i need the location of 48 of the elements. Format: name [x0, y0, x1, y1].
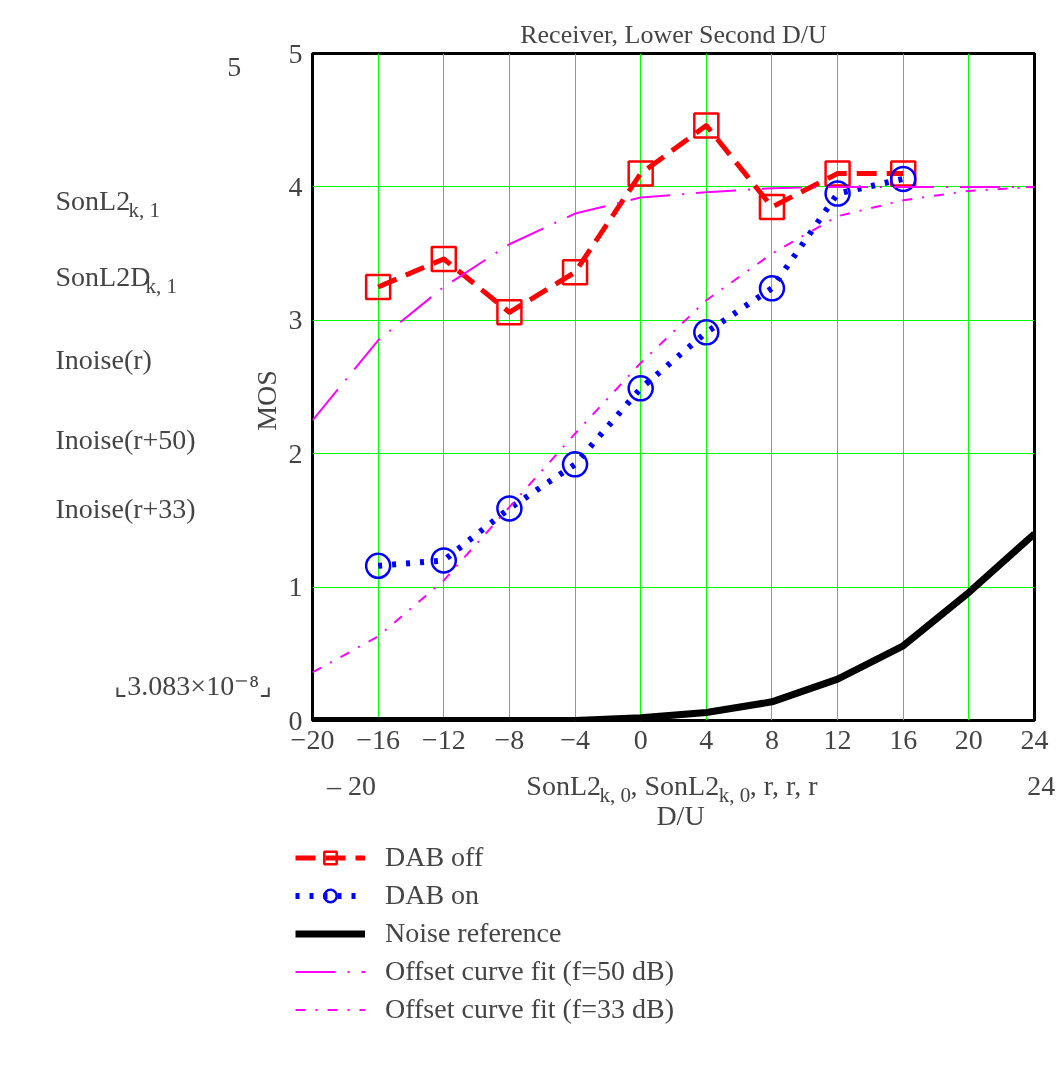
point	[364, 273, 392, 301]
x-tick-label: −12	[421, 723, 466, 755]
legend-label: DAB off	[385, 841, 484, 873]
point	[693, 319, 720, 346]
point	[758, 193, 786, 221]
x-tick-label: −4	[560, 723, 590, 755]
legend-label: DAB on	[385, 879, 480, 911]
point	[364, 552, 392, 579]
point	[824, 160, 851, 187]
text: Inoise(r+33)	[55, 493, 196, 524]
x-tick-label: 16	[889, 723, 918, 755]
legend-label: Offset curve fit (f=33 dB)	[385, 993, 674, 1025]
point	[889, 165, 917, 193]
text: 24	[1027, 769, 1056, 801]
legend-label: Offset curve fit (f=50 dB)	[385, 955, 674, 987]
y-axis-title: MOS	[251, 370, 282, 431]
x-tick-label: 24	[1020, 723, 1049, 755]
x-tick-label: 4	[699, 723, 714, 755]
text: – 20	[325, 770, 376, 801]
y-tick-label: 2	[288, 437, 303, 469]
point	[627, 160, 654, 187]
point	[561, 259, 589, 286]
x-tick-label: −8	[494, 723, 525, 755]
chart-title: Receiver, Lower Second D/U	[520, 19, 827, 49]
point	[430, 245, 458, 273]
point	[824, 180, 851, 207]
y-tick-label: 3	[288, 304, 303, 336]
y-tick-label: 1	[288, 571, 303, 603]
point	[627, 375, 654, 402]
point	[430, 547, 458, 574]
point	[758, 275, 786, 302]
text: ⌞3.083×10⁻⁸⌟	[114, 670, 272, 701]
point	[693, 112, 720, 139]
text: Inoise(r+50)	[55, 424, 196, 455]
y-tick-label: 5	[288, 37, 303, 69]
point	[561, 451, 589, 478]
text: Inoise(r)	[55, 344, 152, 375]
x-axis-title: D/U	[656, 800, 705, 831]
y-tick-label: 4	[288, 170, 303, 202]
x-tick-label: 12	[823, 723, 852, 755]
x-tick-label: 20	[954, 723, 983, 755]
legend-label: Noise reference	[385, 917, 562, 949]
point	[496, 299, 523, 326]
x-tick-label: 8	[764, 723, 779, 755]
text: 5	[227, 50, 242, 82]
x-tick-label: −16	[356, 723, 401, 755]
point	[496, 495, 523, 522]
x-tick-label: 0	[633, 723, 648, 755]
